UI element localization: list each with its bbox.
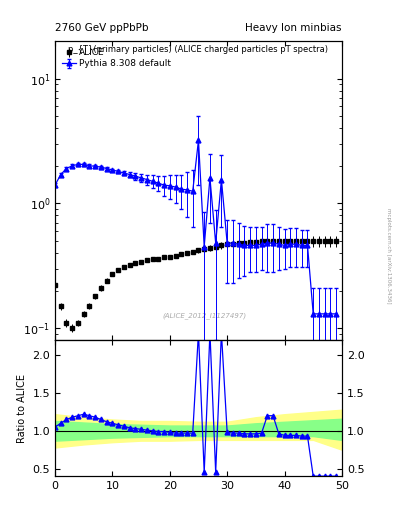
Text: (ALICE_2012_I1127497): (ALICE_2012_I1127497) xyxy=(162,312,246,319)
Text: p_{T}(primary particles) (ALICE charged particles pT spectra): p_{T}(primary particles) (ALICE charged … xyxy=(68,46,329,54)
Legend: ALICE, Pythia 8.308 default: ALICE, Pythia 8.308 default xyxy=(59,46,174,71)
Y-axis label: Ratio to ALICE: Ratio to ALICE xyxy=(17,374,27,443)
Text: 2760 GeV ppPbPb: 2760 GeV ppPbPb xyxy=(55,23,149,33)
Text: mcplots.cern.ch [arXiv:1306.3436]: mcplots.cern.ch [arXiv:1306.3436] xyxy=(386,208,391,304)
Text: Heavy Ion minbias: Heavy Ion minbias xyxy=(245,23,342,33)
